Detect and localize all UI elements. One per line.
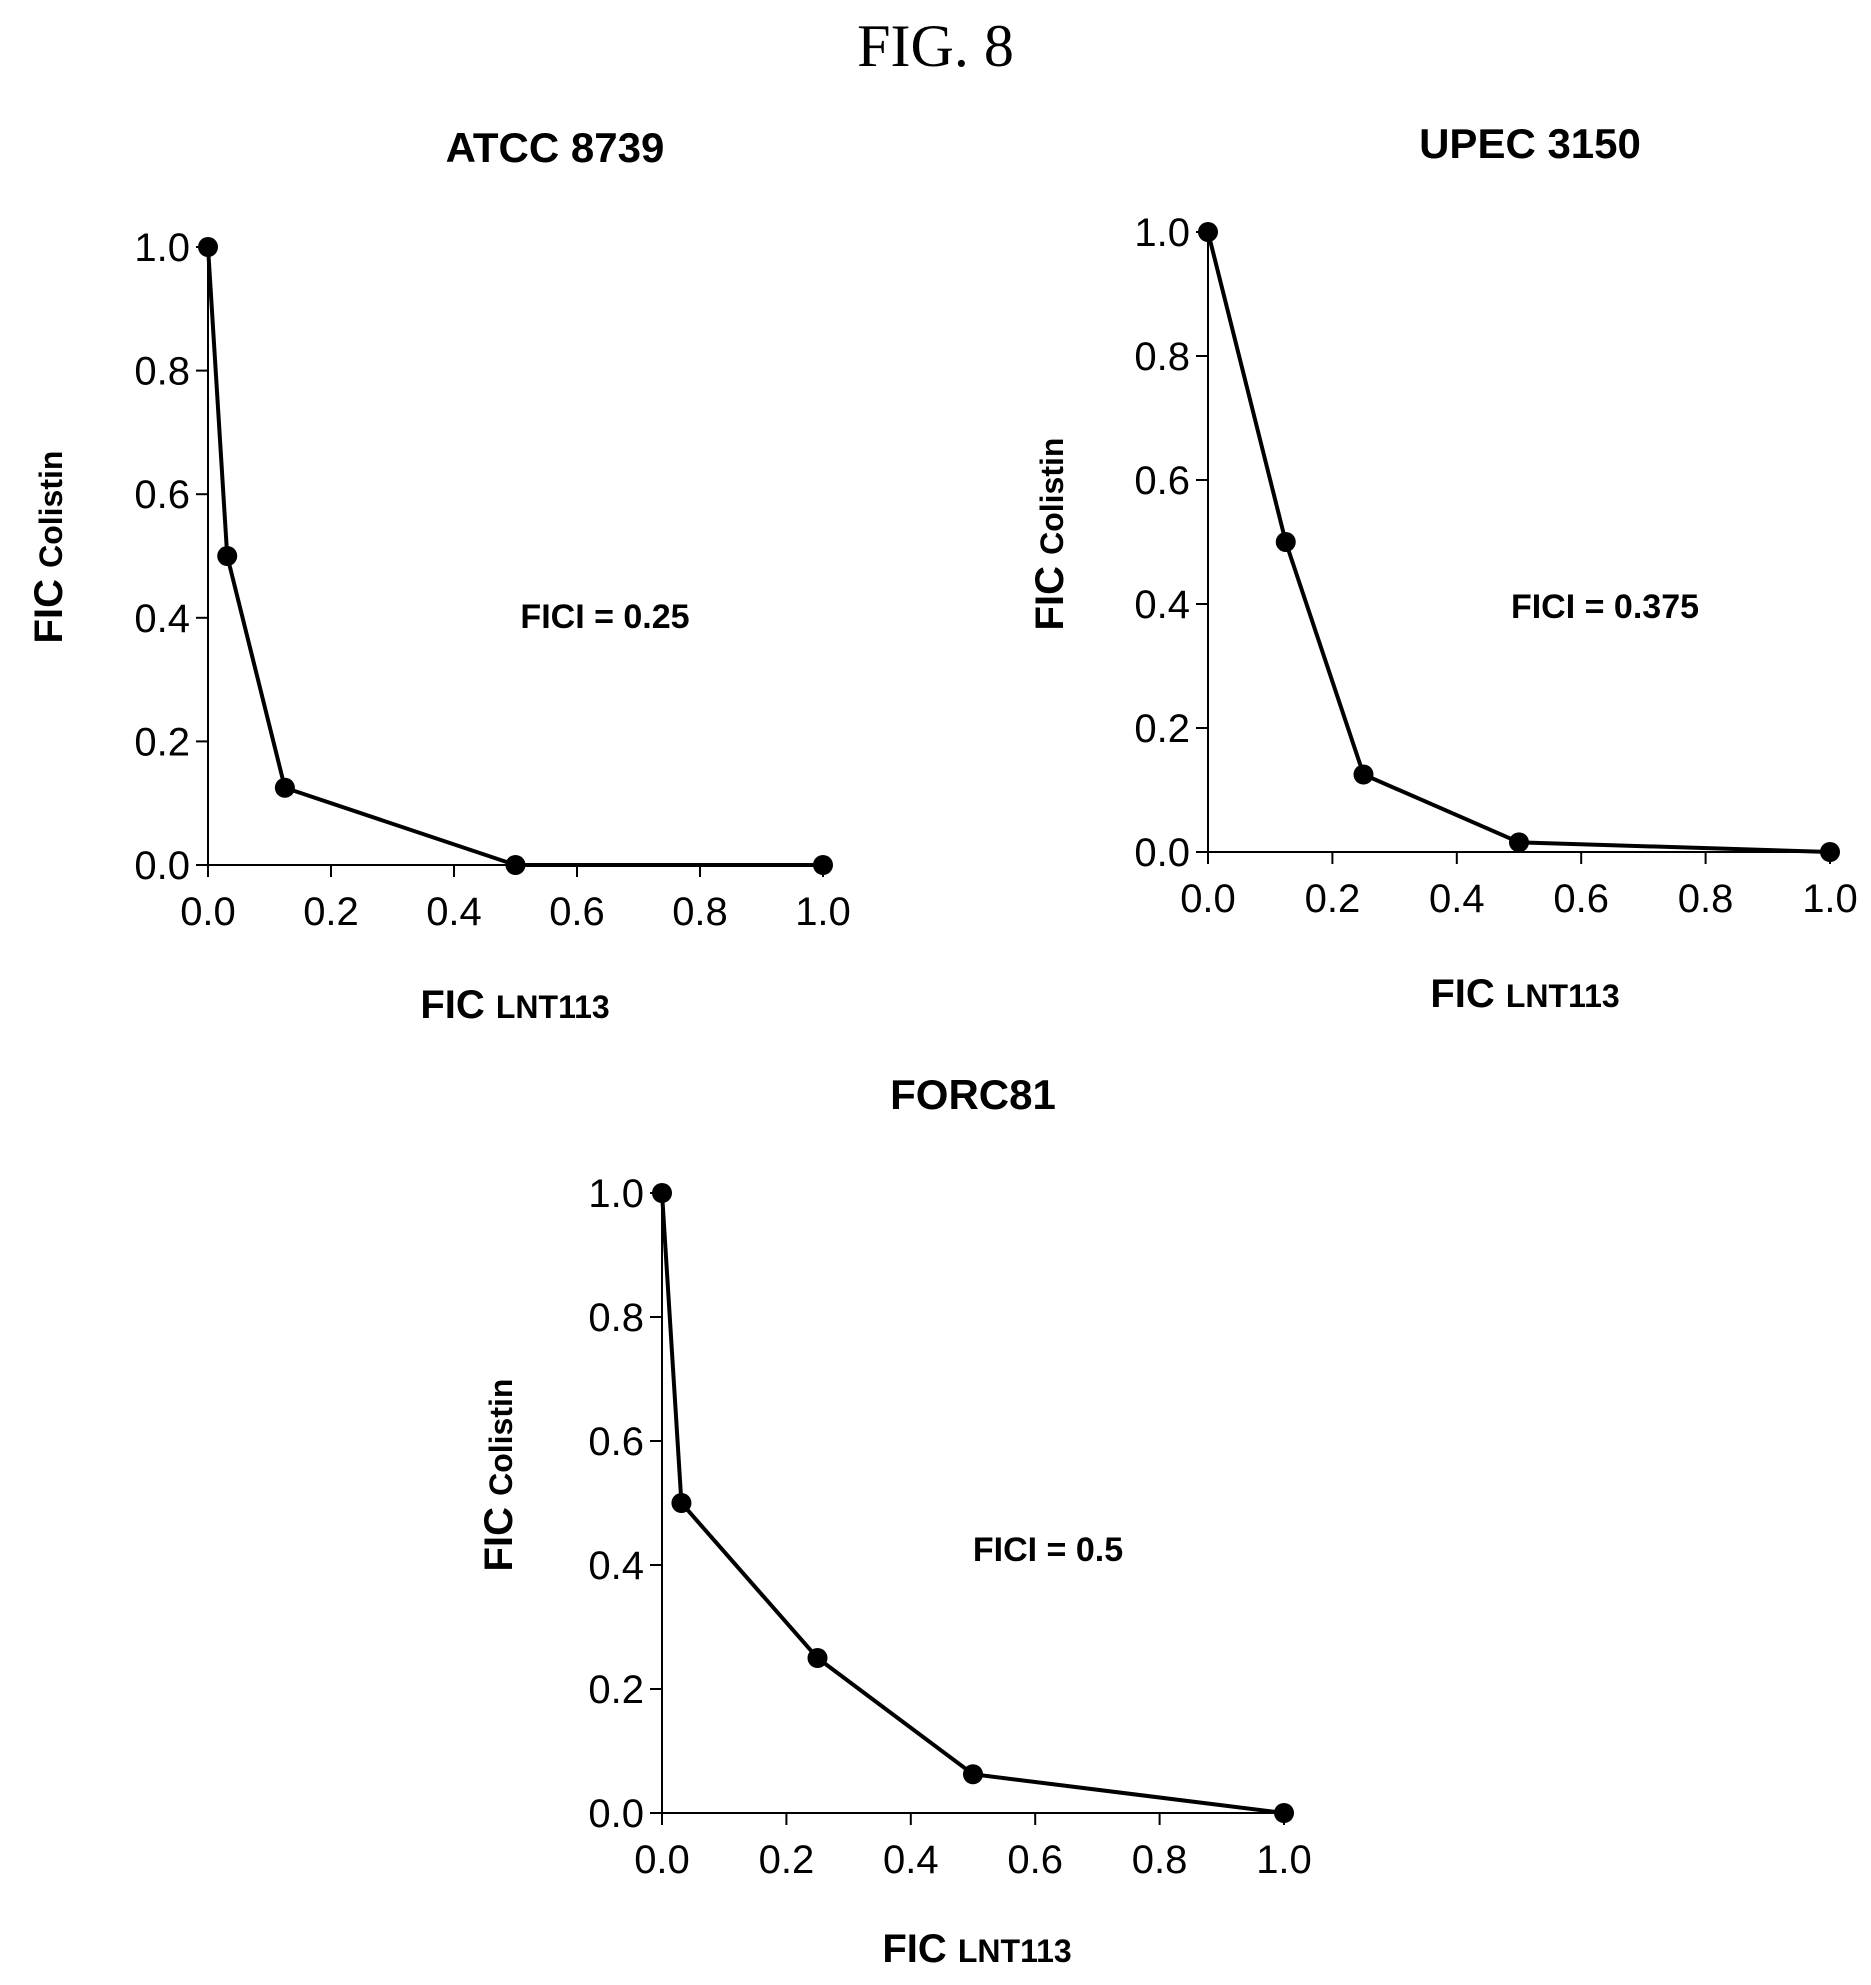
y-axis-label-main: FIC xyxy=(27,568,71,644)
x-tick-label: 0.2 xyxy=(759,1838,815,1882)
series-line xyxy=(206,246,823,867)
y-tick-label: 0.8 xyxy=(134,350,190,394)
y-axis-label-main: FIC xyxy=(1028,555,1072,631)
chart-title: ATCC 8739 xyxy=(446,124,665,171)
chart-1: ATCC 8739 0.0 0.2 0.4 0.6 0.8 1.0 0.0 0.2 0.4 0.6 0… xyxy=(27,124,851,1027)
data-point xyxy=(807,1648,828,1668)
x-axis-label-main: FIC xyxy=(1430,972,1506,1016)
y-tick-label: 1.0 xyxy=(1134,211,1190,255)
x-tick-label: 0.2 xyxy=(303,890,359,934)
x-tick-label: 0.0 xyxy=(1180,877,1236,921)
y-tick-label: 0.2 xyxy=(1134,707,1190,751)
x-axis-label: FIC LNT113 xyxy=(420,983,609,1027)
x-tick-label: 0.0 xyxy=(180,890,236,934)
y-tick-label: 0.8 xyxy=(588,1296,644,1340)
x-tick-label: 0.8 xyxy=(1678,877,1734,921)
y-tick-label: 0.6 xyxy=(588,1420,644,1464)
chart-title: UPEC 3150 xyxy=(1419,120,1641,167)
data-point xyxy=(274,777,295,798)
y-tick-label: 0.6 xyxy=(1134,459,1190,503)
x-axis-label-main: FIC xyxy=(420,983,496,1027)
y-axis-label-sub: Colistin xyxy=(1034,438,1070,555)
data-point xyxy=(505,855,526,875)
y-tick-label: 1.0 xyxy=(134,226,190,270)
y-tick-label: 0.8 xyxy=(1134,335,1190,379)
x-axis-label-sub: LNT113 xyxy=(1506,978,1620,1014)
x-tick-label: 0.8 xyxy=(672,890,728,934)
y-tick-label: 0.4 xyxy=(1134,583,1190,627)
y-tick-label: 1.0 xyxy=(588,1172,644,1216)
data-point xyxy=(1509,832,1529,853)
fici-annotation: FICI = 0.25 xyxy=(520,598,689,636)
y-axis-label: FIC Colistin xyxy=(477,1379,521,1572)
y-tick-label: 0.6 xyxy=(134,473,190,517)
y-tick-label: 0.2 xyxy=(134,720,190,764)
x-tick-label: 0.4 xyxy=(1429,877,1485,921)
y-axis-label-sub: Colistin xyxy=(33,451,69,568)
data-point xyxy=(652,1183,672,1203)
y-axis-label: FIC Colistin xyxy=(1028,438,1072,631)
y-tick-label: 0.0 xyxy=(588,1792,644,1836)
data-point xyxy=(813,855,833,875)
chart-2: UPEC 3150 0.0 0.2 0.4 0.6 0.8 1.0 0.0 0.2 0.4 0.6 0… xyxy=(1028,120,1858,1016)
y-tick-label: 0.0 xyxy=(134,844,190,888)
y-tick-label: 0.4 xyxy=(134,597,190,641)
chart-title: FORC81 xyxy=(890,1071,1056,1118)
x-tick-label: 1.0 xyxy=(1256,1838,1312,1882)
data-point xyxy=(1820,842,1840,862)
data-point xyxy=(1274,1803,1294,1823)
data-point xyxy=(198,237,218,257)
x-tick-label: 0.8 xyxy=(1132,1838,1188,1882)
fici-annotation: FICI = 0.375 xyxy=(1511,588,1699,626)
data-point xyxy=(1353,764,1374,785)
x-axis-label-main: FIC xyxy=(882,1927,958,1971)
data-point xyxy=(217,546,238,566)
fici-annotation: FICI = 0.5 xyxy=(973,1531,1123,1569)
x-tick-label: 1.0 xyxy=(1802,877,1858,921)
x-tick-label: 0.6 xyxy=(549,890,605,934)
data-point xyxy=(963,1764,983,1785)
data-point xyxy=(1275,532,1296,552)
chart-3: FORC81 0.0 0.2 0.4 0.6 0.8 1.0 0.0 0.2 0.4 0.6 0.8 1… xyxy=(477,1071,1312,1971)
series-line xyxy=(660,1192,1285,1815)
data-point xyxy=(671,1493,692,1513)
x-tick-label: 0.4 xyxy=(426,890,482,934)
series-line xyxy=(1206,231,1831,854)
y-axis-label-main: FIC xyxy=(477,1496,521,1572)
y-tick-label: 0.4 xyxy=(588,1544,644,1588)
data-point xyxy=(1198,222,1218,242)
x-axis-label: FIC LNT113 xyxy=(882,1927,1071,1971)
x-tick-label: 1.0 xyxy=(795,890,851,934)
y-axis-label: FIC Colistin xyxy=(27,451,71,644)
x-tick-label: 0.6 xyxy=(1007,1838,1063,1882)
y-tick-label: 0.2 xyxy=(588,1668,644,1712)
x-axis-label: FIC LNT113 xyxy=(1430,972,1619,1016)
y-tick-label: 0.0 xyxy=(1134,831,1190,875)
y-axis-label-sub: Colistin xyxy=(483,1379,519,1496)
figure-title: FIG. 8 xyxy=(857,13,1014,79)
x-tick-label: 0.0 xyxy=(634,1838,690,1882)
x-axis-label-sub: LNT113 xyxy=(958,1933,1072,1969)
x-tick-label: 0.4 xyxy=(883,1838,939,1882)
x-axis-label-sub: LNT113 xyxy=(496,989,610,1025)
x-tick-label: 0.2 xyxy=(1305,877,1361,921)
x-tick-label: 0.6 xyxy=(1553,877,1609,921)
